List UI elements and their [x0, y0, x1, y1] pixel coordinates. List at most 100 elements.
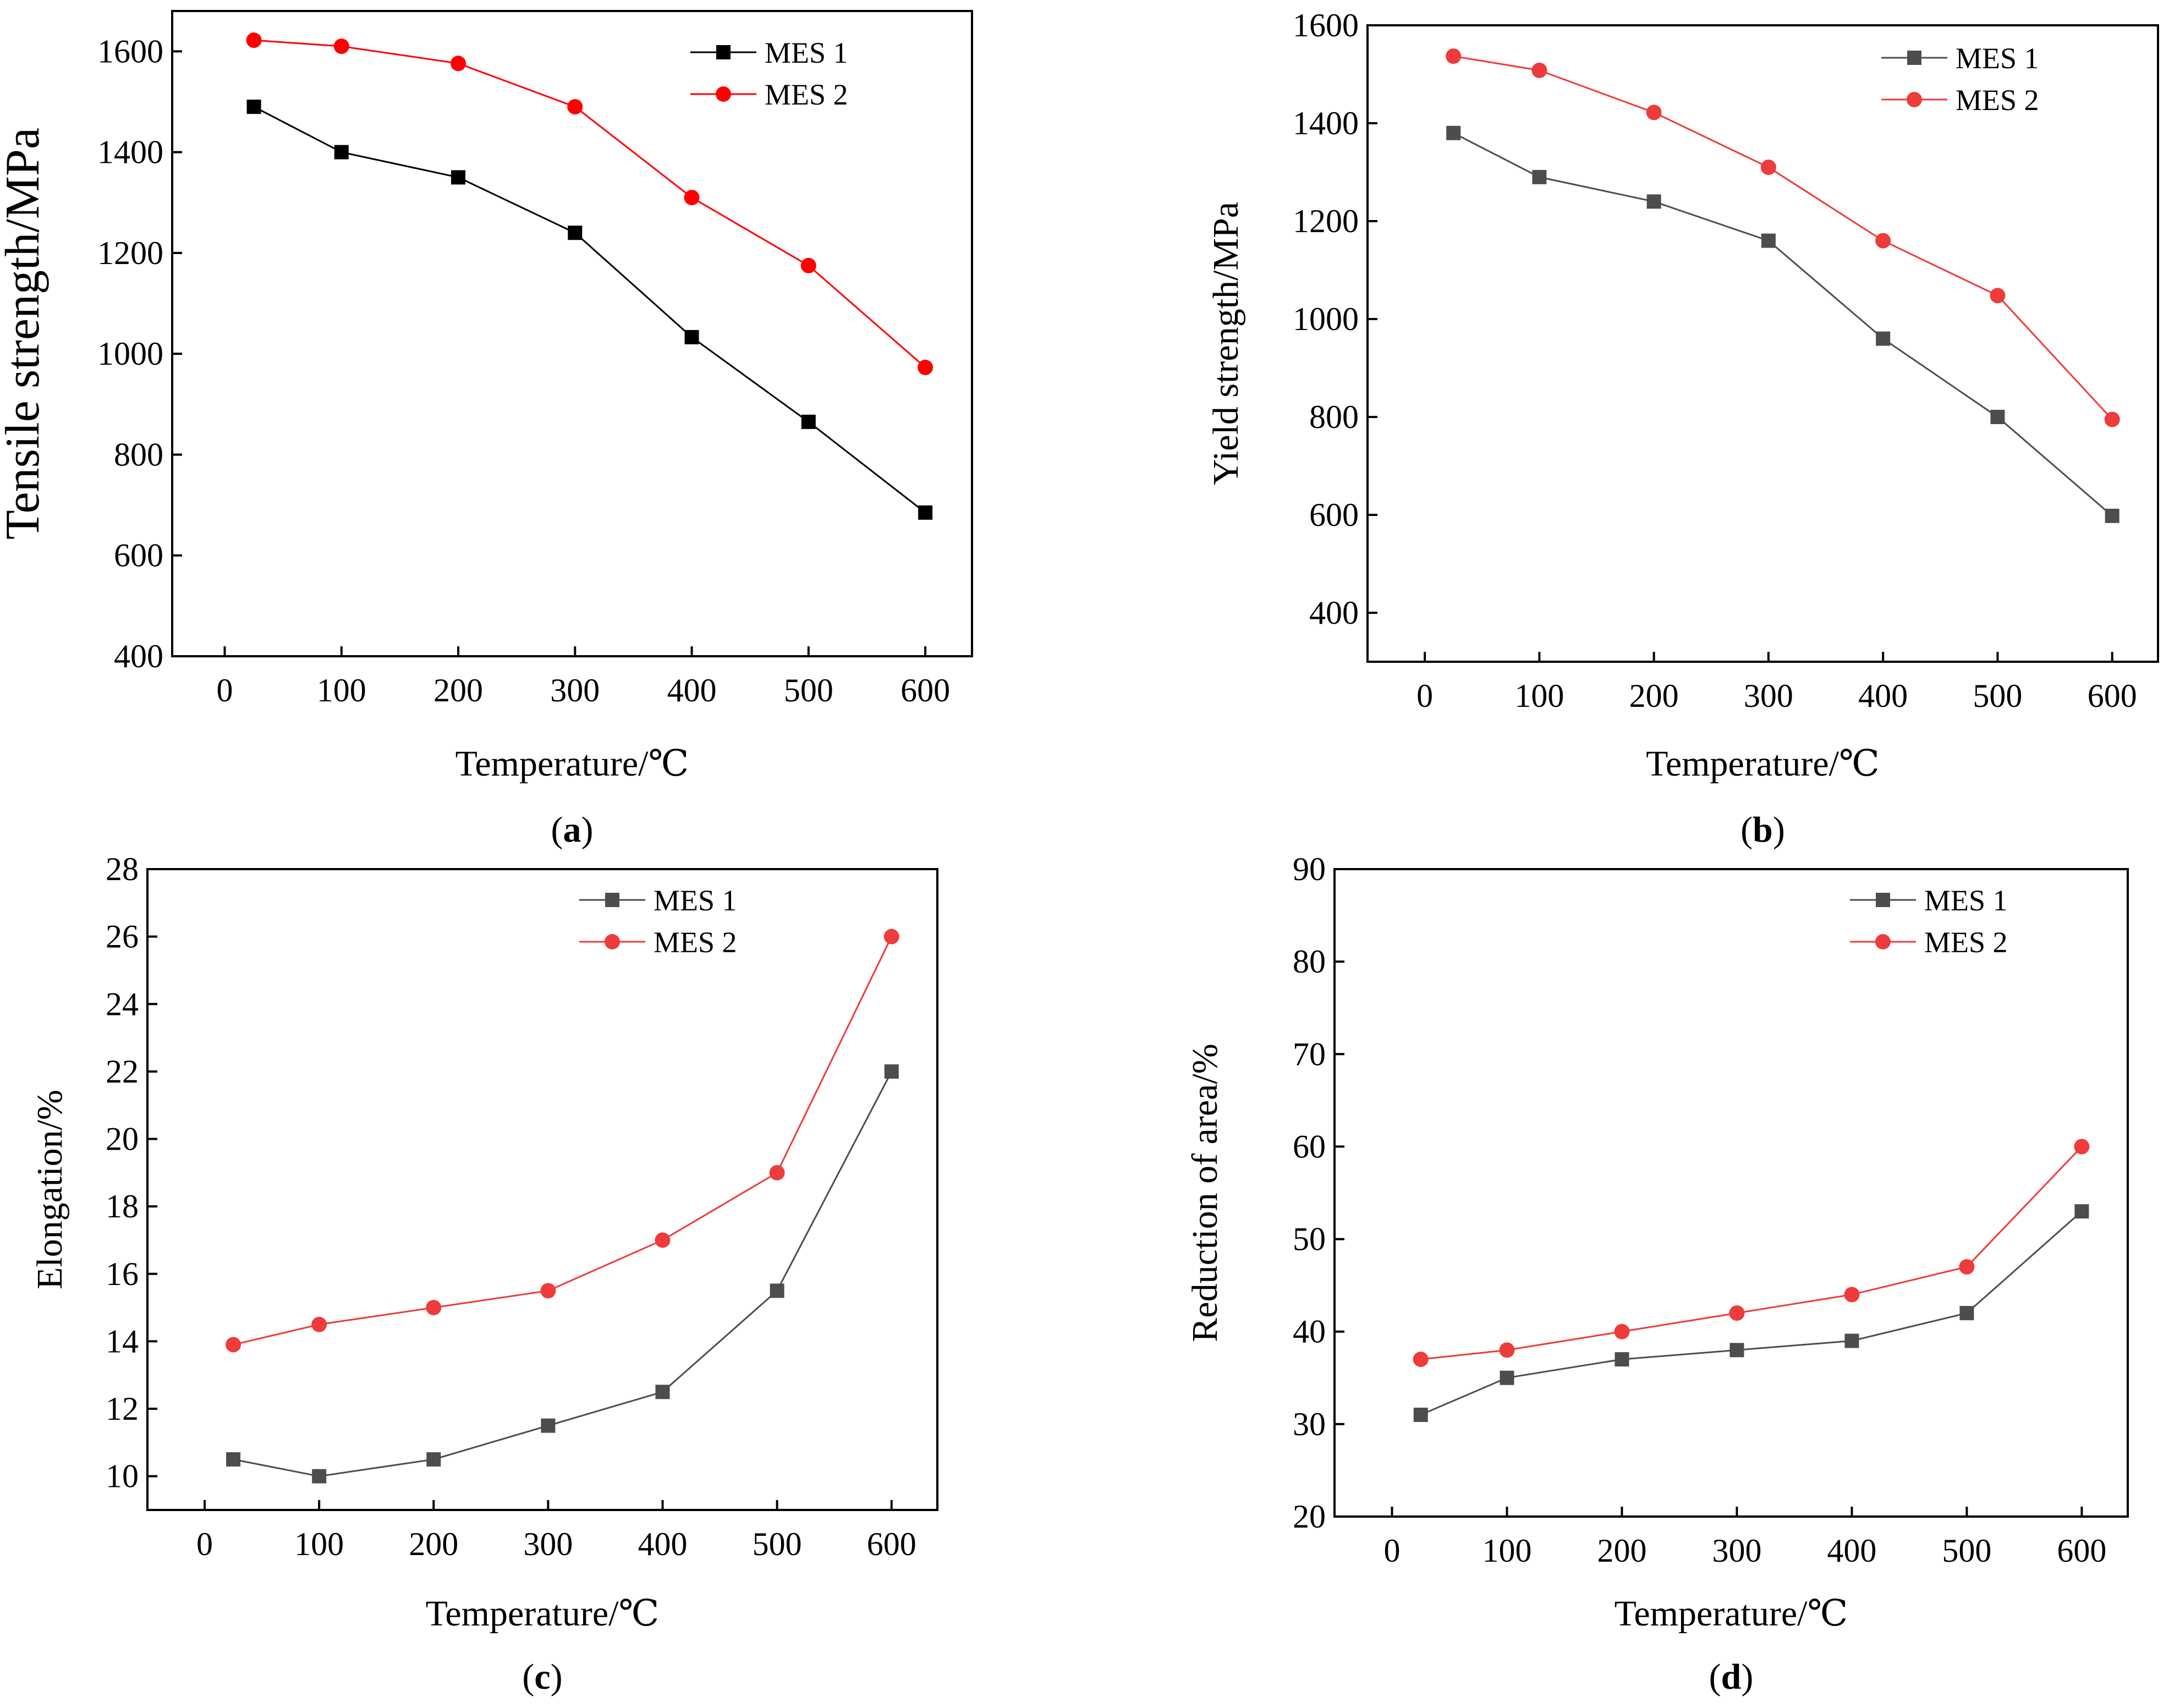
y-tick-label: 800 — [1309, 399, 1359, 435]
x-tick-label: 0 — [1383, 1533, 1400, 1569]
y-tick-label: 1200 — [1293, 203, 1359, 239]
x-tick-label: 300 — [1744, 678, 1793, 714]
y-tick-label: 600 — [114, 537, 163, 574]
data-point — [1844, 1333, 1859, 1348]
series-mes-2 — [226, 929, 899, 1353]
data-point — [883, 929, 899, 944]
legend-entry: MES 2 — [579, 926, 737, 959]
y-tick-label: 90 — [1293, 851, 1326, 887]
y-axis-title: Elongation/% — [30, 1090, 70, 1289]
y-tick-label: 1200 — [97, 235, 163, 271]
x-tick-label: 600 — [900, 672, 950, 709]
data-point — [2104, 411, 2120, 427]
legend-marker — [1907, 92, 1922, 107]
legend-marker — [605, 893, 619, 907]
x-tick-label: 200 — [1629, 678, 1679, 714]
x-tick-label: 0 — [196, 1526, 213, 1562]
data-point — [655, 1232, 671, 1248]
panel-label: (d) — [1709, 1657, 1754, 1697]
legend-entry: MES 1 — [1881, 42, 2039, 75]
legend-marker — [1876, 893, 1890, 907]
x-tick-label: 0 — [217, 672, 233, 709]
legend-marker — [1875, 934, 1891, 949]
series-line — [253, 106, 926, 514]
x-tick-label: 400 — [667, 672, 717, 709]
data-point — [1959, 1259, 1975, 1275]
plot-frame — [1333, 868, 2129, 1518]
x-tick-label: 600 — [2088, 678, 2137, 714]
data-point — [769, 1165, 785, 1180]
legend-entry: MES 2 — [1881, 84, 2039, 117]
x-tick-label: 500 — [784, 672, 833, 709]
y-tick-label: 22 — [106, 1053, 139, 1090]
y-tick-label: 600 — [1309, 497, 1359, 533]
y-tick-label: 26 — [106, 919, 139, 955]
data-point — [801, 414, 816, 429]
data-point — [800, 257, 816, 273]
x-tick-label: 300 — [523, 1526, 573, 1562]
data-point — [2105, 508, 2119, 523]
data-point — [311, 1316, 327, 1332]
x-tick-label: 500 — [753, 1526, 802, 1562]
data-point — [333, 39, 349, 54]
data-point — [918, 505, 933, 520]
legend-entry: MES 2 — [690, 78, 848, 111]
data-point — [1729, 1343, 1744, 1358]
x-tick-label: 100 — [1482, 1533, 1531, 1569]
y-tick-label: 16 — [106, 1256, 139, 1292]
chart-panel-d: 0 100 200 300 400 500 600 20 30 40 50 60 70 80 90 Tempe… — [1185, 851, 2129, 1697]
data-point — [334, 145, 349, 160]
data-point — [1959, 1306, 1974, 1321]
x-tick-label: 200 — [1597, 1533, 1646, 1569]
legend-label: MES 2 — [654, 926, 737, 959]
data-point — [770, 1283, 784, 1298]
legend-label: MES 1 — [765, 36, 848, 69]
data-point — [1729, 1305, 1745, 1321]
data-point — [426, 1300, 442, 1316]
x-tick-label: 100 — [1514, 678, 1564, 714]
y-tick-label: 70 — [1293, 1036, 1326, 1072]
panel-label: (c) — [522, 1657, 562, 1697]
series-line — [1453, 132, 2113, 517]
legend-marker — [716, 45, 731, 59]
data-point — [655, 1385, 670, 1399]
data-point — [1844, 1287, 1860, 1303]
series-mes-1 — [1413, 1204, 2089, 1423]
data-point — [684, 190, 700, 206]
data-point — [1646, 194, 1661, 209]
panel-label: (a) — [551, 810, 594, 850]
legend-entry: MES 1 — [579, 884, 737, 917]
x-axis-title: Temperature/℃ — [455, 744, 689, 784]
x-tick-label: 100 — [294, 1526, 344, 1562]
data-point — [426, 1452, 441, 1467]
series-line — [1420, 1211, 2083, 1416]
x-tick-label: 600 — [2057, 1533, 2106, 1569]
data-point — [1413, 1352, 1429, 1368]
y-tick-label: 20 — [106, 1121, 139, 1157]
legend-label: MES 1 — [654, 884, 737, 917]
series-mes-2 — [1446, 48, 2120, 427]
data-point — [1875, 233, 1891, 249]
x-tick-label: 200 — [433, 672, 483, 709]
x-tick-label: 500 — [1942, 1533, 1991, 1569]
x-tick-label: 0 — [1416, 678, 1433, 714]
data-point — [246, 100, 261, 114]
y-tick-label: 28 — [106, 851, 139, 887]
y-axis-title: Tensile strength/MPa — [0, 128, 50, 540]
x-tick-label: 200 — [409, 1526, 458, 1562]
data-point — [884, 1064, 899, 1079]
series-mes-1 — [246, 100, 933, 520]
data-point — [2074, 1139, 2090, 1155]
series-mes-2 — [1413, 1139, 2090, 1368]
data-point — [918, 359, 934, 375]
y-tick-label: 18 — [106, 1188, 139, 1224]
y-tick-label: 60 — [1293, 1128, 1326, 1165]
y-axis-title: Reduction of area/% — [1185, 1044, 1225, 1342]
data-point — [1446, 48, 1462, 64]
legend-label: MES 1 — [1924, 884, 2008, 917]
x-tick-label: 400 — [1858, 678, 1908, 714]
data-point — [1615, 1352, 1629, 1367]
plot-frame — [1366, 24, 2159, 663]
data-point — [312, 1469, 327, 1484]
